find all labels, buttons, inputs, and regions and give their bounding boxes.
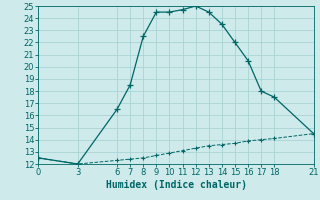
X-axis label: Humidex (Indice chaleur): Humidex (Indice chaleur) bbox=[106, 180, 246, 190]
